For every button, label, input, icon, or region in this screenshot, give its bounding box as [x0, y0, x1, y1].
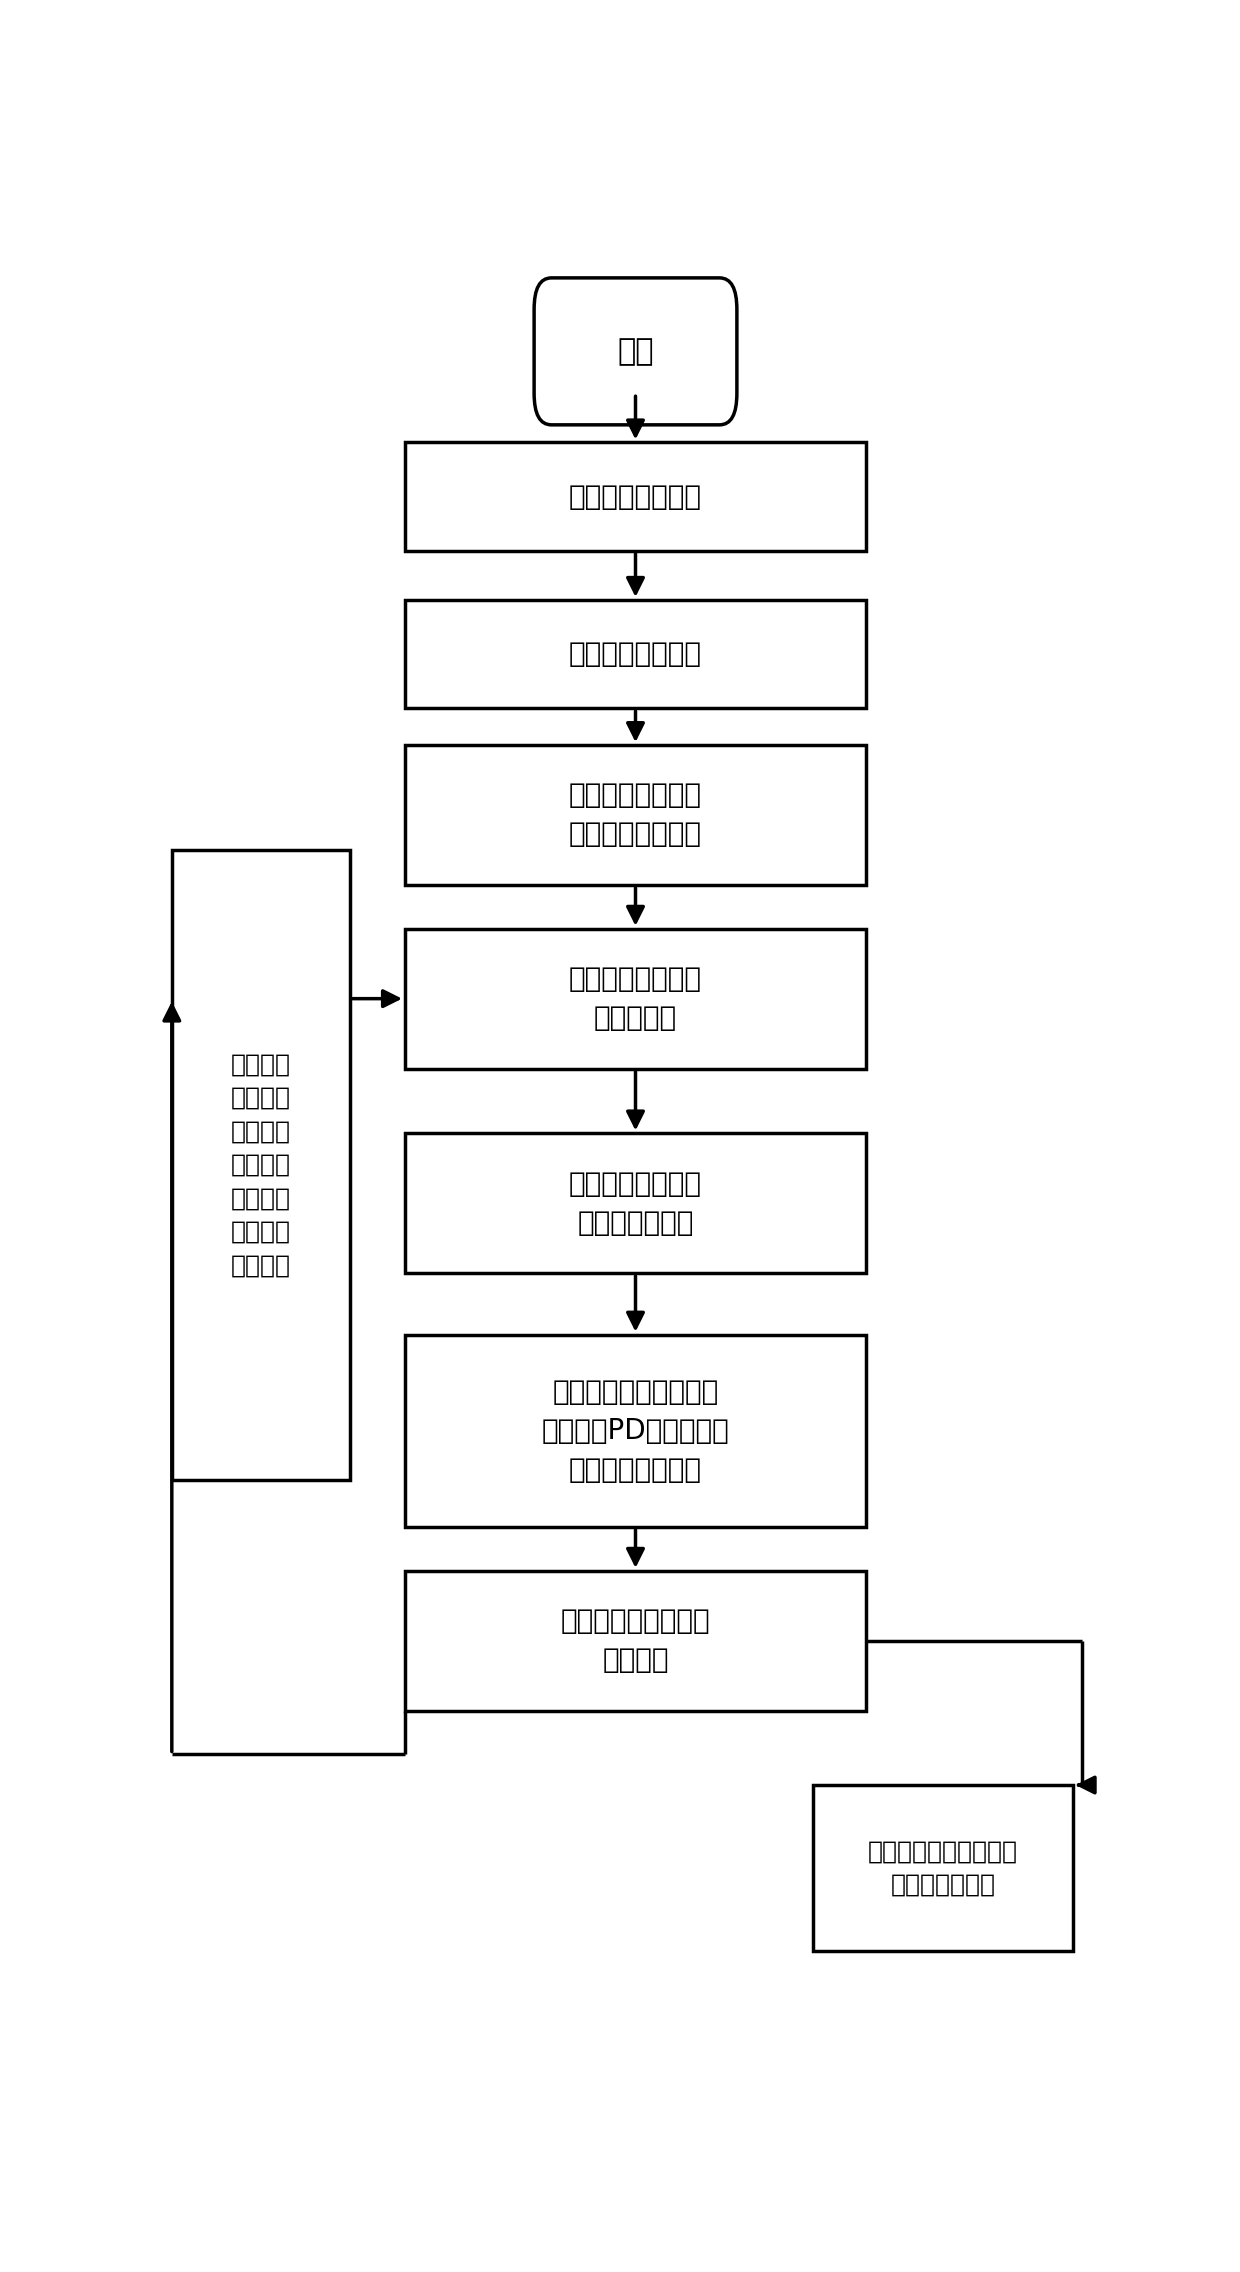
- Text: 若性能不
能满足规
范要求，
则重新确
定系统结
构和选择
执行机构: 若性能不 能满足规 范要求， 则重新确 定系统结 构和选择 执行机构: [231, 1052, 290, 1277]
- Text: 开始: 开始: [618, 336, 653, 366]
- Text: 给定各变量控制要
求，确定时滞参数: 给定各变量控制要 求，确定时滞参数: [569, 782, 702, 847]
- Text: 若性能满足规范要求，
则设计工作结束: 若性能满足规范要求， 则设计工作结束: [868, 1840, 1018, 1897]
- Bar: [813, 1786, 1073, 1952]
- Bar: [404, 443, 866, 550]
- Bar: [404, 600, 866, 709]
- Text: 建立路径跟踪控制器，
选择具体PD控制结构，
建立量化评价指标: 建立路径跟踪控制器， 选择具体PD控制结构， 建立量化评价指标: [542, 1377, 729, 1484]
- FancyBboxPatch shape: [534, 277, 737, 425]
- Text: 优化系统参数，分析
系统性能: 优化系统参数，分析 系统性能: [560, 1606, 711, 1674]
- Bar: [404, 1334, 866, 1527]
- Bar: [404, 1134, 866, 1272]
- Text: 确定系统控制变量: 确定系统控制变量: [569, 641, 702, 668]
- Bar: [404, 929, 866, 1068]
- Text: 确定车辆跟踪目标: 确定车辆跟踪目标: [569, 482, 702, 511]
- Text: 建立对象、执行机
构和传感器模型: 建立对象、执行机 构和传感器模型: [569, 1170, 702, 1236]
- Bar: [404, 745, 866, 884]
- Text: 确定系统结构，选
择执行机构: 确定系统结构，选 择执行机构: [569, 966, 702, 1031]
- Bar: [404, 1570, 866, 1711]
- Bar: [172, 850, 350, 1479]
